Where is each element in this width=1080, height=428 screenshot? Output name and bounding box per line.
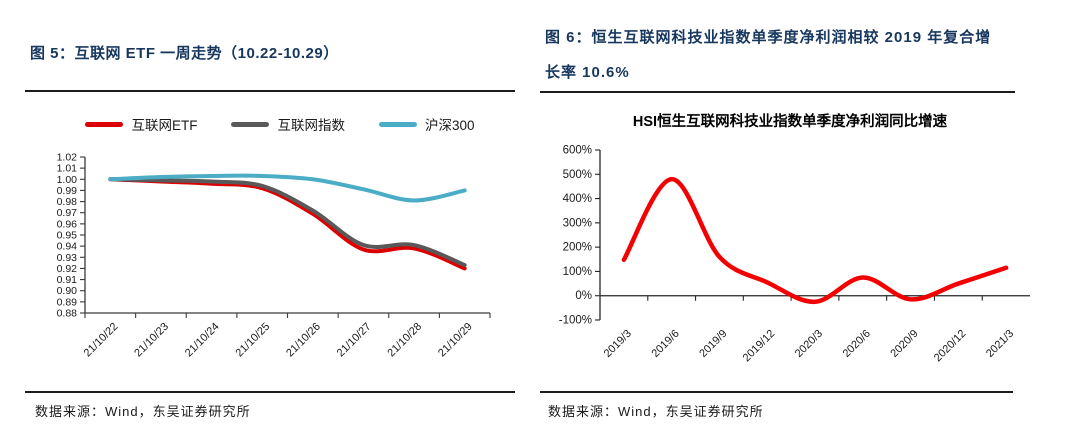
legend-label: 沪深300 — [424, 118, 475, 133]
figure6-title-line1: 图 6：恒生互联网科技业指数单季度净利润相较 2019 年复合增 — [545, 29, 992, 46]
legend-line-swatch — [378, 121, 417, 127]
y-tick-label: 0.91 — [57, 274, 78, 286]
y-tick-label: 300% — [563, 217, 592, 229]
y-tick-label: 600% — [563, 145, 592, 157]
figure6-panel: 图 6：恒生互联网科技业指数单季度净利润相较 2019 年复合增 长率 10.6… — [540, 0, 1080, 428]
y-tick-label: 0.95 — [57, 230, 78, 242]
x-tick-label: 2019/6 — [650, 328, 682, 360]
y-tick-label: 0.94 — [57, 241, 78, 253]
y-tick-label: 0.96 — [57, 218, 78, 230]
x-tick-label: 2020/9 — [888, 328, 920, 360]
x-tick-label: 21/10/28 — [385, 321, 424, 360]
x-tick-label: 2019/12 — [741, 328, 778, 365]
y-tick-label: 0.98 — [57, 196, 78, 208]
series-line-1 — [108, 177, 467, 268]
figure5-source: 数据来源：Wind，东吴证券研究所 — [35, 404, 251, 419]
figure5-panel: 图 5：互联网 ETF 一周走势（10.22-10.29） 互联网ETF 互联网指… — [25, 45, 515, 419]
figure5-top-rule — [25, 90, 515, 92]
figure6-source: 数据来源：Wind，东吴证券研究所 — [548, 404, 764, 419]
x-tick-label: 2019/9 — [697, 328, 729, 360]
x-tick-label: 2020/3 — [793, 328, 825, 360]
figure6-bottom-rule — [540, 391, 1013, 393]
legend-line-swatch — [231, 121, 270, 127]
x-tick-label: 21/10/24 — [183, 321, 222, 360]
y-tick-label: 0.93 — [57, 252, 78, 264]
series-line-0 — [621, 176, 1009, 305]
y-tick-label: 0.97 — [57, 207, 78, 219]
series-line-0 — [108, 177, 467, 271]
legend-item-2: 沪深300 — [378, 114, 475, 134]
y-tick-label: 500% — [563, 169, 592, 181]
y-tick-label: 0.88 — [57, 308, 78, 320]
legend-line-swatch — [85, 121, 124, 127]
x-tick-label: 2019/3 — [602, 328, 634, 360]
x-tick-label: 21/10/27 — [335, 321, 374, 360]
internet-etf-week-chart-canvas: 1.021.011.000.990.980.970.960.950.940.93… — [57, 152, 491, 360]
y-tick-label: 400% — [563, 193, 592, 205]
y-tick-label: 0% — [575, 290, 592, 302]
x-tick-label: 21/10/25 — [234, 321, 273, 360]
x-tick-label: 21/10/26 — [284, 321, 323, 360]
y-tick-label: 1.02 — [57, 152, 78, 164]
figure5-legend: 互联网ETF 互联网指数 沪深300 — [55, 114, 505, 134]
figure5-title: 图 5：互联网 ETF 一周走势（10.22-10.29） — [30, 45, 339, 62]
y-tick-label: 0.90 — [57, 285, 78, 297]
series-line-2 — [108, 173, 467, 203]
hsi-chart-title: HSI恒生互联网科技业指数单季度净利润同比增速 — [632, 114, 948, 130]
hsi-profit-growth-chart-canvas: 600% 500% 400% 300% 200% 100% 0% -100% 2019/3 201… — [559, 145, 1030, 365]
y-tick-label: 100% — [563, 266, 592, 278]
y-tick-label: 1.00 — [57, 174, 78, 186]
y-tick-label: 0.92 — [57, 263, 78, 275]
y-tick-label: 0.99 — [57, 185, 78, 197]
x-tick-label: 2020/6 — [841, 328, 873, 360]
legend-label: 互联网ETF — [131, 118, 198, 133]
x-tick-label: 21/10/22 — [82, 321, 121, 360]
x-tick-label: 21/10/23 — [132, 321, 171, 360]
y-tick-label: 200% — [563, 242, 592, 254]
figure6-top-rule — [540, 91, 1015, 93]
y-tick-label: -100% — [559, 315, 592, 327]
x-tick-label: 21/10/29 — [436, 321, 475, 360]
y-tick-label: 0.89 — [57, 296, 78, 308]
legend-item-0: 互联网ETF — [85, 114, 197, 134]
y-tick-label: 1.01 — [57, 163, 78, 175]
figure6-title-line2: 长率 10.6% — [545, 64, 630, 81]
figure5-bottom-rule — [25, 391, 515, 393]
legend-label: 互联网指数 — [277, 118, 345, 133]
x-tick-label: 2021/3 — [984, 328, 1016, 360]
legend-item-1: 互联网指数 — [231, 114, 345, 134]
x-tick-label: 2020/12 — [932, 328, 969, 365]
